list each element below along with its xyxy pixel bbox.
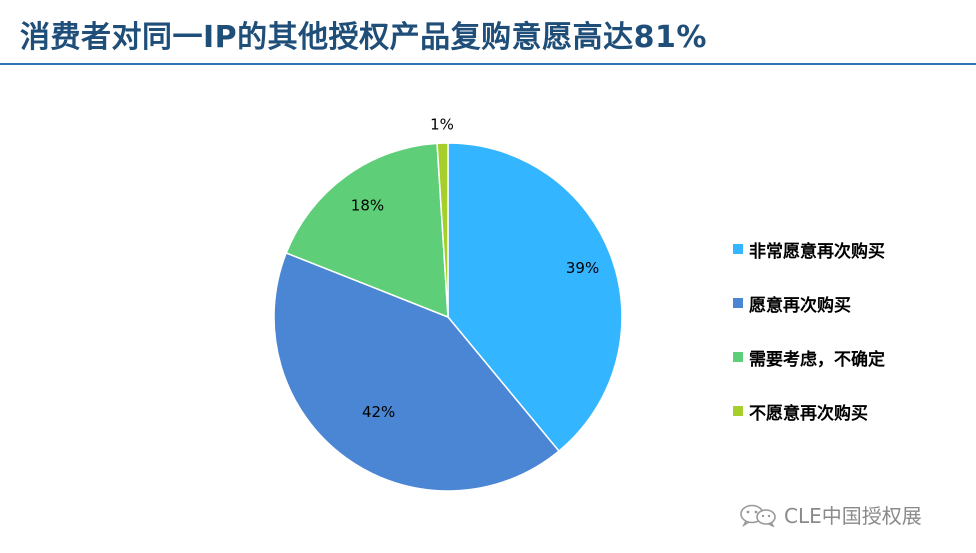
chart-legend: 非常愿意再次购买 愿意再次购买 需要考虑，不确定 不愿意再次购买 <box>733 222 885 438</box>
legend-item-very-willing: 非常愿意再次购买 <box>733 222 885 276</box>
legend-swatch <box>733 298 743 308</box>
legend-label: 需要考虑，不确定 <box>749 349 885 370</box>
legend-item-willing: 愿意再次购买 <box>733 276 885 330</box>
title-divider <box>0 63 976 65</box>
pie-slice-very-willing <box>447 142 623 453</box>
pie-slice-unwilling <box>436 142 449 318</box>
legend-label: 非常愿意再次购买 <box>749 241 885 262</box>
pie-slice-willing <box>273 251 560 492</box>
wechat-icon <box>740 504 776 527</box>
watermark: CLE中国授权展 <box>738 500 922 529</box>
pie-slice-undecided <box>285 142 449 319</box>
legend-item-unwilling: 不愿意再次购买 <box>733 384 885 438</box>
slide-title: 消费者对同一IP的其他授权产品复购意愿高达81% <box>20 20 707 55</box>
legend-label: 愿意再次购买 <box>749 295 851 316</box>
data-label: 39% <box>566 259 599 277</box>
legend-swatch <box>733 406 743 416</box>
data-label: 42% <box>362 403 395 421</box>
legend-swatch <box>733 352 743 362</box>
data-label: 18% <box>351 197 384 215</box>
legend-swatch <box>733 244 743 254</box>
legend-item-undecided: 需要考虑，不确定 <box>733 330 885 384</box>
watermark-text: CLE中国授权展 <box>784 504 922 528</box>
data-label: 1% <box>430 116 454 134</box>
legend-label: 不愿意再次购买 <box>749 403 868 424</box>
